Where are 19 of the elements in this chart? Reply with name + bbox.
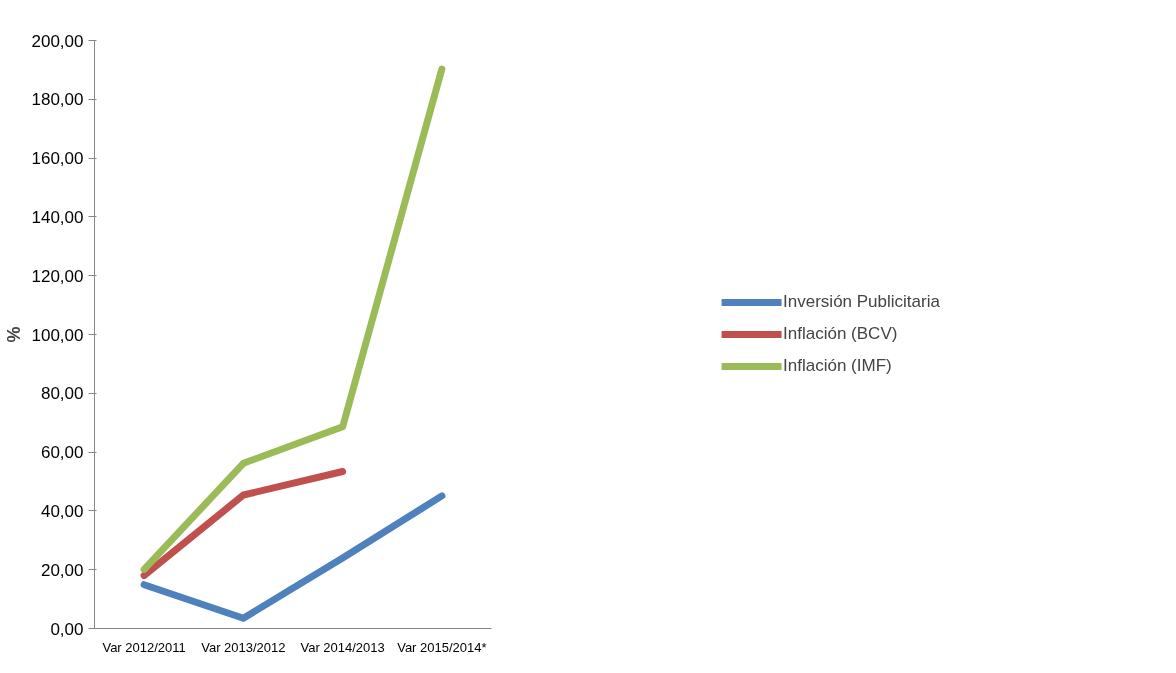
y-tick-label: 20,00	[40, 560, 84, 580]
y-tick-label: 160,00	[31, 149, 84, 169]
legend-label: Inversión Publicitaria	[783, 292, 940, 312]
y-tick-label: 120,00	[31, 266, 84, 286]
y-tick-label: 100,00	[31, 325, 84, 345]
y-tick-label: 180,00	[31, 90, 84, 110]
y-tick-label: 0,00	[50, 619, 84, 639]
legend-label: Inflación (IMF)	[783, 356, 892, 376]
y-axis-title: %	[3, 326, 24, 343]
x-tick-label: Var 2014/2013	[300, 639, 385, 655]
legend-label: Inflación (BCV)	[783, 324, 898, 344]
x-tick-label: Var 2012/2011	[102, 639, 186, 655]
y-tick-label: 40,00	[40, 501, 84, 521]
x-tick-label: Var 2013/2012	[201, 639, 286, 655]
y-tick-label: 200,00	[31, 31, 84, 51]
y-tick-label: 60,00	[40, 443, 84, 463]
x-tick-label: Var 2015/2014*	[397, 639, 487, 655]
y-tick-label: 80,00	[40, 384, 84, 404]
y-tick-label: 140,00	[31, 207, 84, 227]
